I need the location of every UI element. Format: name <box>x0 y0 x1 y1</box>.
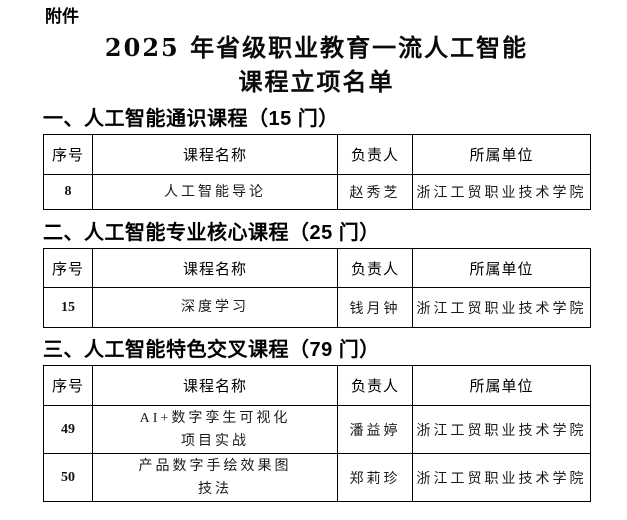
attachment-label: 附件 <box>45 7 79 26</box>
serial-number: 50 <box>43 453 93 502</box>
document-page: 附件 2025 年省级职业教育一流人工智能 课程立项名单 一、人工智能通识课程（… <box>43 7 591 502</box>
document-content: 一、人工智能通识课程（15 门） 序号 课程名称 负责人 所属单位 8 人工智能… <box>43 108 591 502</box>
serial-number: 49 <box>43 405 93 454</box>
col-header-unit: 所属单位 <box>412 134 591 175</box>
course-table-1: 序号 课程名称 负责人 所属单位 8 人工智能导论 赵秀芝 浙江工贸职业技术学院 <box>43 134 591 210</box>
col-header-unit: 所属单位 <box>412 248 591 288</box>
col-header-course: 课程名称 <box>92 365 338 406</box>
col-header-serial: 序号 <box>43 365 93 406</box>
leader-name: 赵秀芝 <box>337 174 413 210</box>
course-table-3: 序号 课程名称 负责人 所属单位 49 AI+数字孪生可视化 项目实战 潘益婷 … <box>43 365 591 502</box>
title-line-2: 课程立项名单 <box>238 67 395 96</box>
course-table-2: 序号 课程名称 负责人 所属单位 15 深度学习 钱月钟 浙江工贸职业技术学院 <box>43 248 591 328</box>
table-row: 8 人工智能导论 赵秀芝 浙江工贸职业技术学院 <box>43 174 591 210</box>
col-header-leader: 负责人 <box>337 365 413 406</box>
course-name: AI+数字孪生可视化 项目实战 <box>92 405 338 454</box>
table-1-header-row: 序号 课程名称 负责人 所属单位 <box>43 134 591 175</box>
unit-name: 浙江工贸职业技术学院 <box>412 287 591 328</box>
leader-name: 潘益婷 <box>337 405 413 454</box>
section-2-heading: 二、人工智能专业核心课程（25 门） <box>43 222 380 244</box>
leader-name: 钱月钟 <box>337 287 413 328</box>
course-name: 人工智能导论 <box>92 174 338 210</box>
col-header-serial: 序号 <box>43 134 93 175</box>
table-row: 49 AI+数字孪生可视化 项目实战 潘益婷 浙江工贸职业技术学院 <box>43 405 591 454</box>
course-name: 深度学习 <box>92 287 338 328</box>
col-header-course: 课程名称 <box>92 248 338 288</box>
course-name: 产品数字手绘效果图 技法 <box>92 453 338 502</box>
section-1-heading: 一、人工智能通识课程（15 门） <box>43 108 339 130</box>
table-3-header-row: 序号 课程名称 负责人 所属单位 <box>43 365 591 406</box>
table-row: 15 深度学习 钱月钟 浙江工贸职业技术学院 <box>43 287 591 328</box>
document-title: 2025 年省级职业教育一流人工智能 课程立项名单 <box>43 31 590 99</box>
serial-number: 8 <box>43 174 93 210</box>
section-3-heading: 三、人工智能特色交叉课程（79 门） <box>43 339 380 361</box>
serial-number: 15 <box>43 287 93 328</box>
col-header-course: 课程名称 <box>92 134 338 175</box>
table-2-header-row: 序号 课程名称 负责人 所属单位 <box>43 248 591 288</box>
title-line-1: 2025 年省级职业教育一流人工智能 <box>104 33 529 62</box>
leader-name: 郑莉珍 <box>337 453 413 502</box>
col-header-leader: 负责人 <box>337 134 413 175</box>
unit-name: 浙江工贸职业技术学院 <box>412 453 591 502</box>
table-row: 50 产品数字手绘效果图 技法 郑莉珍 浙江工贸职业技术学院 <box>43 453 591 502</box>
col-header-unit: 所属单位 <box>412 365 591 406</box>
unit-name: 浙江工贸职业技术学院 <box>412 174 591 210</box>
col-header-leader: 负责人 <box>337 248 413 288</box>
col-header-serial: 序号 <box>43 248 93 288</box>
unit-name: 浙江工贸职业技术学院 <box>412 405 591 454</box>
